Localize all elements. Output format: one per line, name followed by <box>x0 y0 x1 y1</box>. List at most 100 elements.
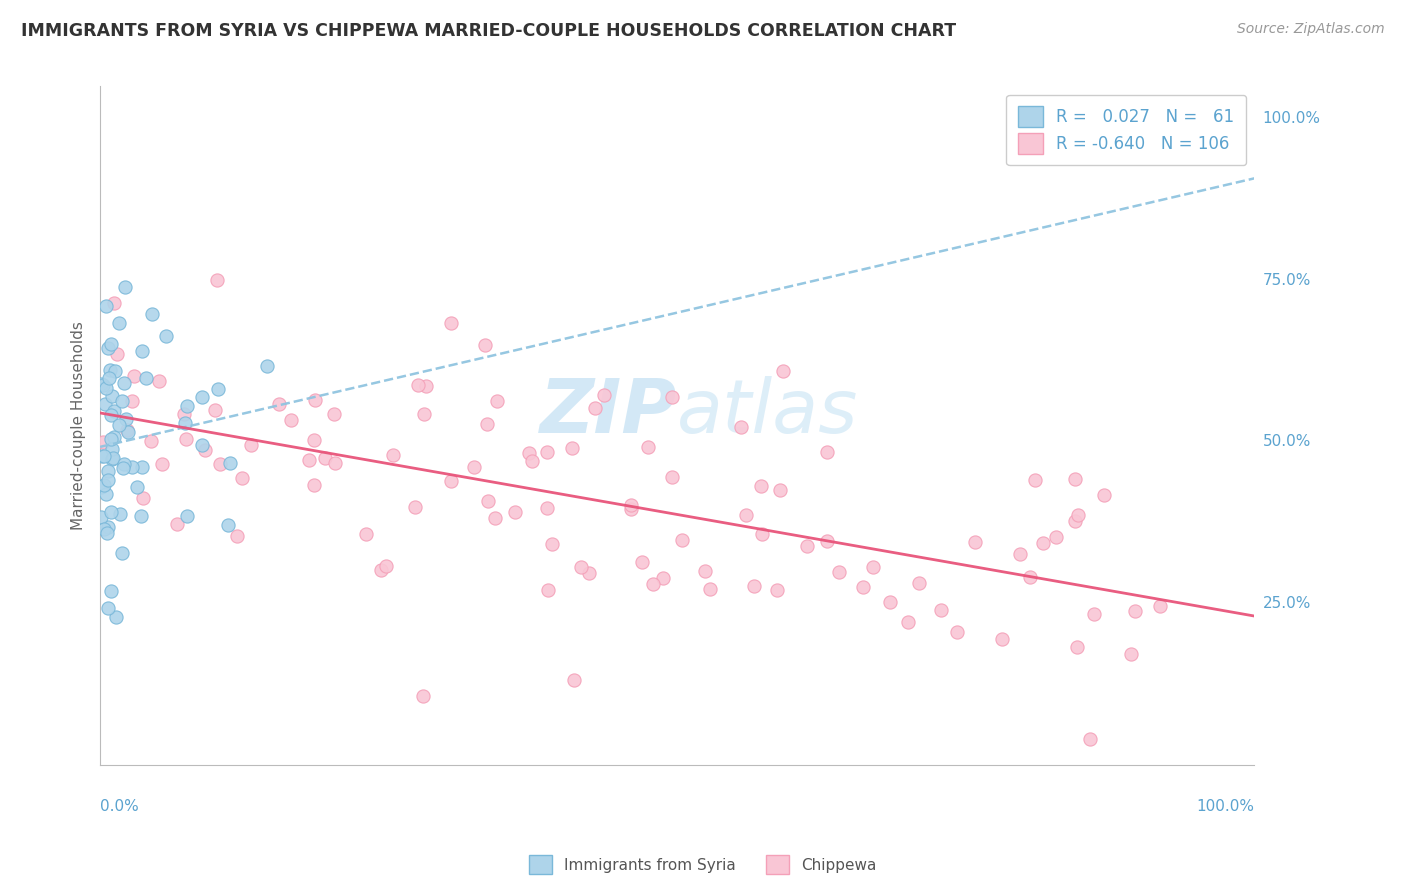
Point <box>207 273 229 287</box>
Point <box>440 474 463 488</box>
Point <box>132 491 155 506</box>
Point <box>1067 508 1090 522</box>
Point <box>141 307 163 321</box>
Point <box>208 457 231 471</box>
Point <box>131 459 153 474</box>
Point <box>768 483 790 497</box>
Point <box>150 457 173 471</box>
Point <box>191 438 214 452</box>
Point <box>699 582 721 596</box>
Point <box>817 534 839 549</box>
Point <box>302 477 325 491</box>
Point <box>190 390 212 404</box>
Point <box>97 473 120 487</box>
Point <box>929 603 952 617</box>
Point <box>314 450 336 465</box>
Point <box>413 408 436 422</box>
Point <box>815 445 838 459</box>
Point <box>474 338 496 352</box>
Point <box>536 501 558 516</box>
Point <box>1008 547 1031 561</box>
Point <box>98 371 121 385</box>
Point <box>173 407 195 421</box>
Point <box>111 394 134 409</box>
Point <box>93 478 115 492</box>
Point <box>536 444 558 458</box>
Point <box>117 425 139 440</box>
Point <box>104 364 127 378</box>
Text: 75.0%: 75.0% <box>1263 273 1310 288</box>
Point <box>631 555 654 569</box>
Point <box>637 440 659 454</box>
Point <box>661 470 683 484</box>
Point <box>742 579 765 593</box>
Point <box>592 388 614 402</box>
Point <box>194 443 217 458</box>
Point <box>91 434 114 449</box>
Point <box>561 442 583 456</box>
Point <box>91 378 114 392</box>
Point <box>114 280 136 294</box>
Point <box>176 509 198 524</box>
Point <box>112 461 135 475</box>
Point <box>412 689 434 703</box>
Point <box>484 511 506 525</box>
Text: 25.0%: 25.0% <box>1263 596 1310 611</box>
Point <box>370 563 392 577</box>
Point <box>1149 599 1171 613</box>
Point <box>112 457 135 471</box>
Point <box>101 442 124 456</box>
Point <box>108 507 131 521</box>
Point <box>862 560 884 574</box>
Point <box>101 452 124 467</box>
Point <box>1123 604 1146 618</box>
Point <box>105 609 128 624</box>
Point <box>735 508 758 522</box>
Point <box>382 448 405 462</box>
Point <box>155 329 177 343</box>
Point <box>749 479 772 493</box>
Text: Source: ZipAtlas.com: Source: ZipAtlas.com <box>1237 22 1385 37</box>
Text: ZIP: ZIP <box>540 376 678 449</box>
Point <box>174 417 197 431</box>
Point <box>100 584 122 599</box>
Text: 100.0%: 100.0% <box>1263 112 1320 126</box>
Point <box>897 615 920 629</box>
Point <box>96 526 118 541</box>
Point <box>304 392 326 407</box>
Text: IMMIGRANTS FROM SYRIA VS CHIPPEWA MARRIED-COUPLE HOUSEHOLDS CORRELATION CHART: IMMIGRANTS FROM SYRIA VS CHIPPEWA MARRIE… <box>21 22 956 40</box>
Point <box>97 519 120 533</box>
Text: atlas: atlas <box>678 376 859 448</box>
Point <box>103 296 125 310</box>
Point <box>477 494 499 508</box>
Point <box>772 364 794 378</box>
Y-axis label: Married-couple Households: Married-couple Households <box>72 321 86 530</box>
Point <box>619 498 641 512</box>
Point <box>297 452 319 467</box>
Point <box>796 539 818 553</box>
Point <box>231 470 253 484</box>
Point <box>100 505 122 519</box>
Point <box>879 595 901 609</box>
Point <box>217 518 239 533</box>
Point <box>174 432 197 446</box>
Point <box>100 337 122 351</box>
Point <box>1063 472 1085 486</box>
Point <box>1078 732 1101 747</box>
Point <box>965 535 987 549</box>
Point <box>121 459 143 474</box>
Point <box>101 450 124 465</box>
Point <box>112 376 135 390</box>
Point <box>505 505 527 519</box>
Point <box>166 516 188 531</box>
Point <box>671 533 693 547</box>
Point <box>356 527 378 541</box>
Point <box>323 407 346 421</box>
Point <box>485 394 508 409</box>
Point <box>267 397 290 411</box>
Legend: R =   0.027   N =   61, R = -0.640   N = 106: R = 0.027 N = 61, R = -0.640 N = 106 <box>1007 95 1246 165</box>
Point <box>100 432 122 446</box>
Point <box>97 601 120 615</box>
Point <box>218 456 240 470</box>
Point <box>90 509 112 524</box>
